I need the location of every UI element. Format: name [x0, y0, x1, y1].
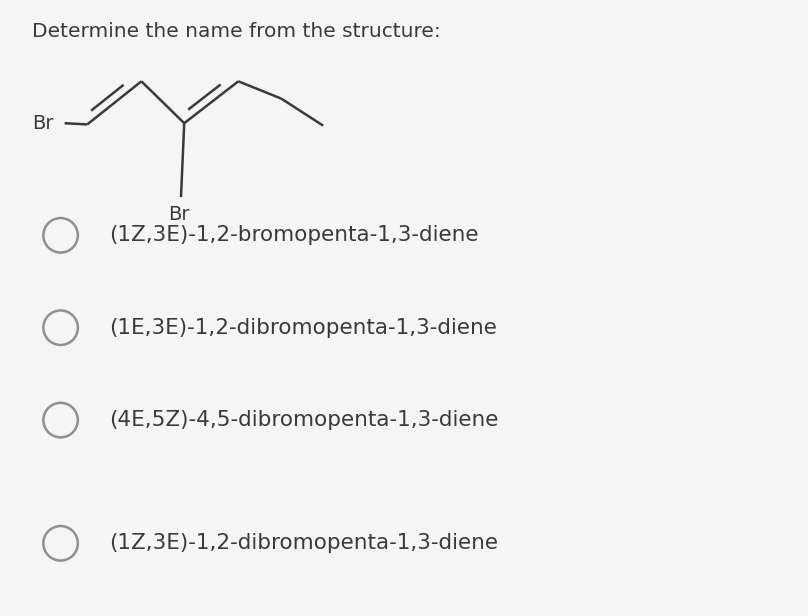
Text: Determine the name from the structure:: Determine the name from the structure: — [32, 22, 441, 41]
Text: (1Z,3E)-1,2-dibromopenta-1,3-diene: (1Z,3E)-1,2-dibromopenta-1,3-diene — [109, 533, 498, 553]
Text: Br: Br — [168, 205, 190, 224]
Text: (1Z,3E)-1,2-bromopenta-1,3-diene: (1Z,3E)-1,2-bromopenta-1,3-diene — [109, 225, 478, 245]
Text: Br: Br — [32, 114, 54, 132]
Text: (4E,5Z)-4,5-dibromopenta-1,3-diene: (4E,5Z)-4,5-dibromopenta-1,3-diene — [109, 410, 499, 430]
Text: (1E,3E)-1,2-dibromopenta-1,3-diene: (1E,3E)-1,2-dibromopenta-1,3-diene — [109, 318, 497, 338]
